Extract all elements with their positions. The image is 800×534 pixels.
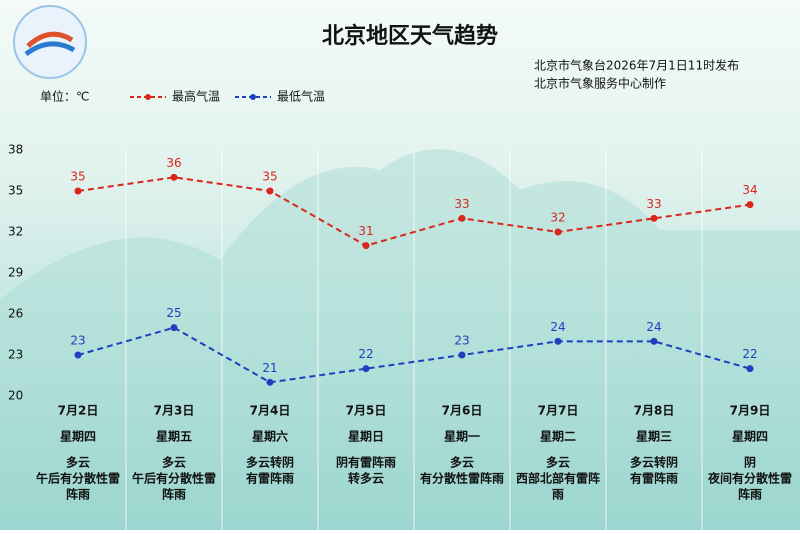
weather: 多云 [450,455,474,470]
weather: 有雷阵雨 [246,471,294,486]
y-tick-label: 32 [8,225,23,239]
weather: 转多云 [348,471,384,486]
x-tick-label: 7月9日 [730,404,771,418]
point [362,365,370,373]
weekday: 星期日 [348,429,384,444]
logo [13,5,87,79]
point [362,242,370,250]
mountains [0,149,800,530]
series-line [77,176,751,247]
point [74,187,82,195]
data-label: 24 [646,320,661,334]
x-tick-label: 7月6日 [442,404,483,418]
point [74,351,82,359]
weather: 午后有分散性雷 [36,471,120,486]
weather: 阵雨 [162,487,186,502]
weather: 多云 [546,455,570,470]
y-tick-label: 29 [8,266,23,280]
data-label: 33 [646,197,661,211]
point [554,228,562,236]
point [266,378,274,386]
weekday: 星期五 [156,429,192,444]
legend-label: 最高气温 [172,89,220,104]
legend-marker [145,94,151,100]
subtitle: 北京市气象台2026年7月1日11时发布 [534,58,739,73]
point [650,214,658,222]
weekday: 星期四 [60,429,96,444]
y-tick-label: 20 [8,389,23,403]
data-label: 22 [358,347,373,361]
x-tick-label: 7月7日 [538,404,579,418]
subtitle: 北京市气象服务中心制作 [534,76,666,91]
data-label: 21 [262,361,277,375]
point [746,365,754,373]
weekday: 星期一 [444,429,480,444]
chart-title: 北京地区天气趋势 [322,23,498,49]
point [746,201,754,209]
x-tick-label: 7月2日 [58,404,99,418]
data-label: 32 [550,211,565,225]
weather: 午后有分散性雷 [132,471,216,486]
y-tick-label: 35 [8,184,23,198]
point [266,187,274,195]
data-label: 24 [550,320,565,334]
data-label: 25 [166,306,181,320]
unit-label: 单位：℃ [40,89,89,104]
weather: 多云转阴 [630,455,678,470]
data-label: 33 [454,197,469,211]
legend-label: 最低气温 [277,89,325,104]
data-label: 23 [454,334,469,348]
x-tick-label: 7月3日 [154,404,195,418]
y-tick-label: 38 [8,143,23,157]
weather: 有雷阵雨 [630,471,678,486]
x-tick-label: 7月8日 [634,404,675,418]
weather: 西部北部有雷阵 [516,471,600,486]
data-label: 31 [358,224,373,238]
weather: 多云转阴 [246,455,294,470]
series-line [77,326,751,384]
weekday: 星期四 [732,429,768,444]
x-tick-label: 7月5日 [346,404,387,418]
legend-marker [250,94,256,100]
weekday: 星期二 [540,429,576,444]
weekday: 星期三 [636,429,672,444]
data-label: 34 [742,183,757,197]
y-tick-label: 23 [8,348,23,362]
data-label: 35 [70,170,85,184]
weather: 多云 [66,455,90,470]
weather: 多云 [162,455,186,470]
point [458,214,466,222]
weather: 雨 [552,488,564,502]
weather: 有分散性雷阵雨 [420,471,504,486]
point [170,173,178,181]
data-label: 22 [742,347,757,361]
point [554,337,562,345]
weekday: 星期六 [252,429,288,444]
weather: 夜间有分散性雷 [707,471,792,486]
point [170,324,178,332]
data-label: 35 [262,170,277,184]
weather: 阵雨 [66,487,90,502]
x-tick-label: 7月4日 [250,404,291,418]
point [458,351,466,359]
data-label: 23 [70,334,85,348]
weather: 阴有雷阵雨 [336,455,396,470]
point [650,337,658,345]
weather: 阴 [744,455,756,470]
data-label: 36 [166,156,181,170]
y-tick-label: 26 [8,307,23,321]
weather: 阵雨 [738,487,762,502]
legend: 最高气温 最低气温 [130,89,325,104]
